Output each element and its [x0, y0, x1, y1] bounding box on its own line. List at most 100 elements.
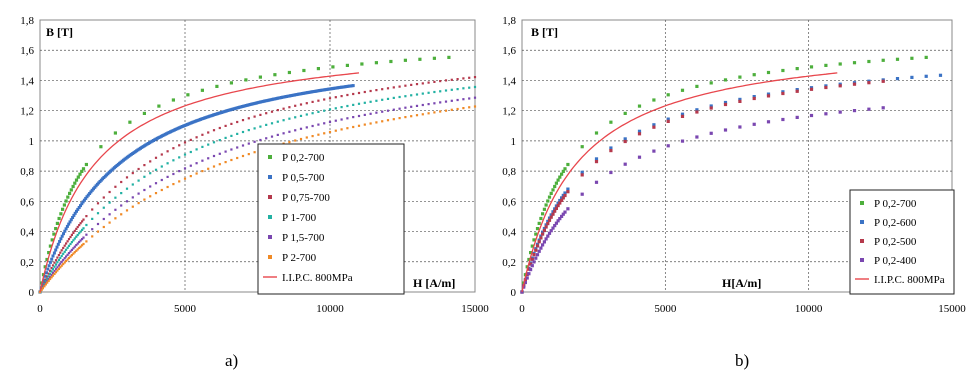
data-point [824, 63, 828, 67]
data-point [82, 198, 86, 202]
data-point [47, 251, 51, 255]
data-point [78, 246, 81, 250]
data-point [534, 232, 538, 236]
data-point [360, 62, 364, 66]
data-point [375, 121, 378, 124]
data-point [149, 160, 152, 163]
y-axis-label: B [T] [531, 25, 558, 39]
data-point [166, 150, 169, 153]
data-point [49, 275, 52, 279]
data-point [160, 153, 163, 156]
data-point [218, 126, 221, 130]
data-point [554, 221, 558, 225]
data-point [241, 154, 245, 158]
data-point [563, 167, 567, 171]
data-point [328, 108, 332, 111]
data-point [852, 109, 857, 113]
y-tick-label: 1 [29, 136, 35, 148]
data-point [125, 176, 129, 179]
data-point [375, 89, 378, 92]
data-point [398, 117, 401, 120]
data-point [752, 73, 756, 77]
data-point [67, 244, 71, 247]
data-point [47, 264, 51, 268]
data-point [852, 82, 857, 86]
data-point [50, 238, 54, 242]
data-point [554, 206, 558, 210]
data-point [57, 259, 60, 262]
data-point [53, 265, 56, 268]
data-point [709, 104, 713, 108]
y-tick-label: 1,4 [502, 75, 516, 87]
data-point [340, 106, 343, 109]
legend-swatch [268, 195, 272, 199]
data-point [75, 249, 78, 252]
data-point [532, 260, 536, 264]
data-point [563, 210, 567, 214]
data-point [398, 95, 401, 99]
data-point [924, 55, 928, 59]
data-point [334, 96, 337, 99]
data-point [895, 77, 900, 81]
data-point [468, 76, 471, 79]
data-point [201, 170, 204, 173]
data-point [527, 267, 531, 271]
data-point [542, 240, 546, 244]
data-point [44, 278, 47, 281]
data-point [317, 133, 320, 136]
data-point [666, 119, 670, 123]
data-point [529, 268, 533, 272]
y-tick-label: 0,6 [502, 196, 516, 208]
data-point [535, 244, 540, 248]
data-point [63, 257, 66, 260]
data-point [554, 204, 558, 208]
data-point [73, 229, 76, 232]
data-point [415, 104, 419, 107]
data-point [302, 68, 306, 73]
data-point [53, 261, 56, 264]
data-point [68, 220, 72, 224]
data-point [556, 219, 560, 223]
data-point [386, 109, 390, 112]
data-point [67, 256, 71, 260]
data-point [351, 84, 355, 88]
series-i-i-p-c-800mpa [39, 72, 360, 293]
data-point [195, 172, 198, 175]
data-point [766, 92, 771, 96]
data-point [66, 246, 69, 249]
data-point [433, 90, 436, 94]
data-point [363, 123, 366, 126]
data-point [76, 242, 79, 245]
data-point [72, 231, 75, 234]
data-point [40, 289, 43, 292]
data-point [311, 100, 314, 103]
data-point [537, 238, 541, 242]
data-point [323, 109, 326, 112]
data-point [46, 280, 49, 283]
data-point [51, 264, 55, 267]
data-point [68, 191, 72, 195]
data-point [680, 114, 685, 118]
data-point [781, 117, 785, 122]
data-point [340, 128, 343, 131]
data-point [542, 228, 546, 233]
data-point [59, 237, 63, 241]
data-point [553, 224, 557, 228]
y-tick-label: 1,6 [20, 45, 34, 57]
data-point [154, 168, 158, 171]
data-point [73, 245, 76, 248]
data-point [50, 270, 53, 273]
data-point [558, 201, 562, 205]
y-tick-label: 0 [511, 287, 517, 299]
data-point [723, 78, 728, 82]
data-point [554, 181, 558, 185]
data-point [73, 181, 77, 185]
x-tick-label: 15000 [938, 303, 966, 315]
data-point [229, 81, 233, 85]
data-point [57, 264, 60, 267]
data-point [415, 83, 419, 86]
data-point [553, 184, 557, 189]
data-point [549, 213, 553, 217]
data-point [539, 216, 543, 221]
data-point [444, 109, 448, 112]
